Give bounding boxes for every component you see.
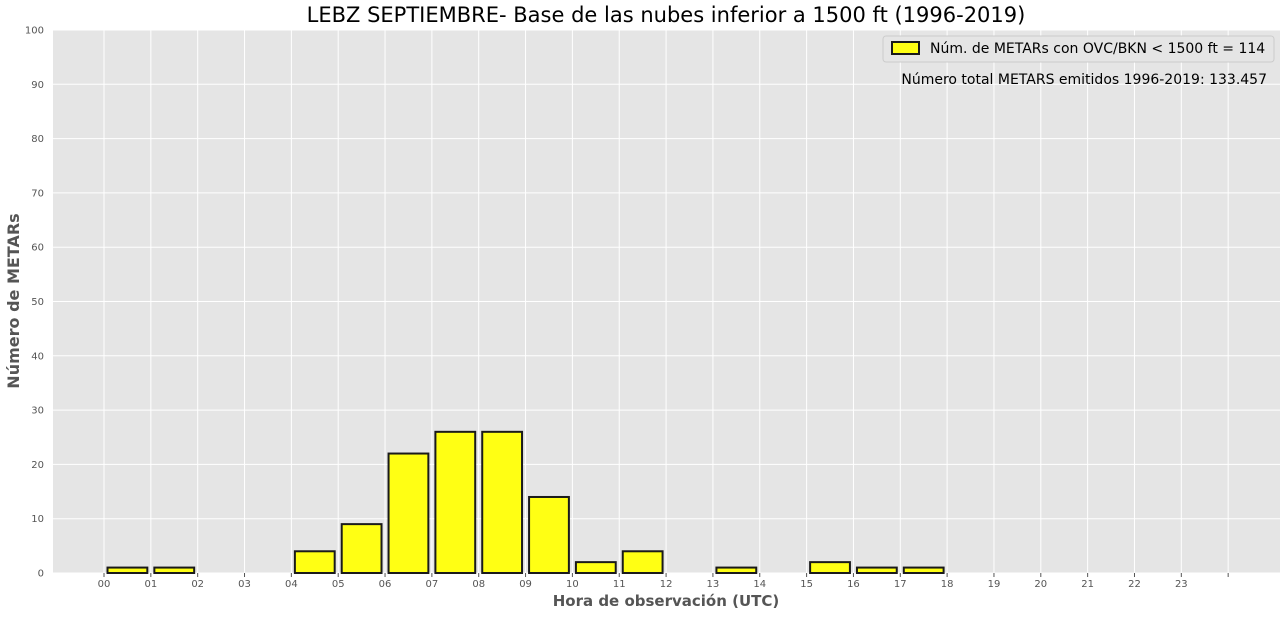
x-tick-label: 13 <box>707 579 720 590</box>
x-tick-label: 20 <box>1034 579 1047 590</box>
x-tick-label: 15 <box>800 579 813 590</box>
y-tick-label: 70 <box>31 188 44 199</box>
bar-06 <box>387 452 430 575</box>
y-tick-label: 10 <box>31 514 44 525</box>
chart-title: LEBZ SEPTIEMBRE- Base de las nubes infer… <box>307 3 1026 27</box>
x-tick-label: 23 <box>1175 579 1188 590</box>
y-tick-label: 60 <box>31 243 44 254</box>
x-tick-label: 18 <box>941 579 954 590</box>
x-tick-label: 05 <box>332 579 345 590</box>
bar-16 <box>855 566 898 575</box>
x-tick-label: 04 <box>285 579 298 590</box>
y-tick-label: 50 <box>31 297 44 308</box>
x-tick-label: 12 <box>660 579 673 590</box>
legend-box <box>882 35 1275 63</box>
bar-13 <box>715 566 758 575</box>
bar-15 <box>809 561 851 575</box>
x-axis-label: Hora de observación (UTC) <box>553 592 780 610</box>
x-tick-label: 09 <box>519 579 532 590</box>
bar-08 <box>481 430 524 574</box>
x-tick-label: 06 <box>379 579 392 590</box>
x-tick-label: 00 <box>98 579 111 590</box>
y-tick-label: 20 <box>31 460 44 471</box>
x-tick-label: 03 <box>238 579 251 590</box>
x-tick-label: 14 <box>753 579 766 590</box>
bar-10 <box>574 561 617 575</box>
x-tick-label: 11 <box>613 579 626 590</box>
x-tick-label: 08 <box>472 579 485 590</box>
y-tick-labels: 0 10 20 30 40 50 60 70 80 90 100 <box>25 26 44 580</box>
x-tick-label: 10 <box>566 579 579 590</box>
grid-lines <box>53 29 1280 577</box>
bar-05 <box>340 523 383 575</box>
y-tick-label: 90 <box>31 80 44 91</box>
x-tick-label: 16 <box>847 579 860 590</box>
y-tick-label: 0 <box>38 569 44 580</box>
x-tick-label: 22 <box>1128 579 1141 590</box>
y-tick-label: 30 <box>31 406 44 417</box>
y-tick-label: 80 <box>31 134 44 145</box>
x-tick-label: 02 <box>191 579 204 590</box>
total-metars-annotation: Número total METARS emitidos 1996-2019: … <box>901 72 1267 88</box>
legend: Núm. de METARs con OVC/BKN < 1500 ft = 1… <box>882 35 1275 63</box>
bar-11 <box>621 550 664 575</box>
x-tick-label: 17 <box>894 579 907 590</box>
bar-00 <box>106 566 149 575</box>
bar-09 <box>528 495 570 575</box>
legend-label: Núm. de METARs con OVC/BKN < 1500 ft = 1… <box>930 41 1265 57</box>
x-tick-label: 21 <box>1081 579 1094 590</box>
bar-01 <box>153 566 196 575</box>
legend-swatch <box>891 41 920 55</box>
x-tick-label: 07 <box>426 579 439 590</box>
y-tick-label: 40 <box>31 351 44 362</box>
bars <box>106 430 945 575</box>
bar-07 <box>434 430 477 574</box>
y-tick-label: 100 <box>25 26 44 37</box>
x-tick-label: 01 <box>144 579 157 590</box>
bar-17 <box>902 566 945 575</box>
x-tick-label: 19 <box>988 579 1001 590</box>
y-axis-label: Número de METARs <box>4 213 23 388</box>
x-tick-labels: 00 01 02 03 04 05 06 07 08 09 10 11 12 13 14 15 16 17 18 19… <box>98 579 1188 590</box>
bar-04 <box>293 550 336 575</box>
